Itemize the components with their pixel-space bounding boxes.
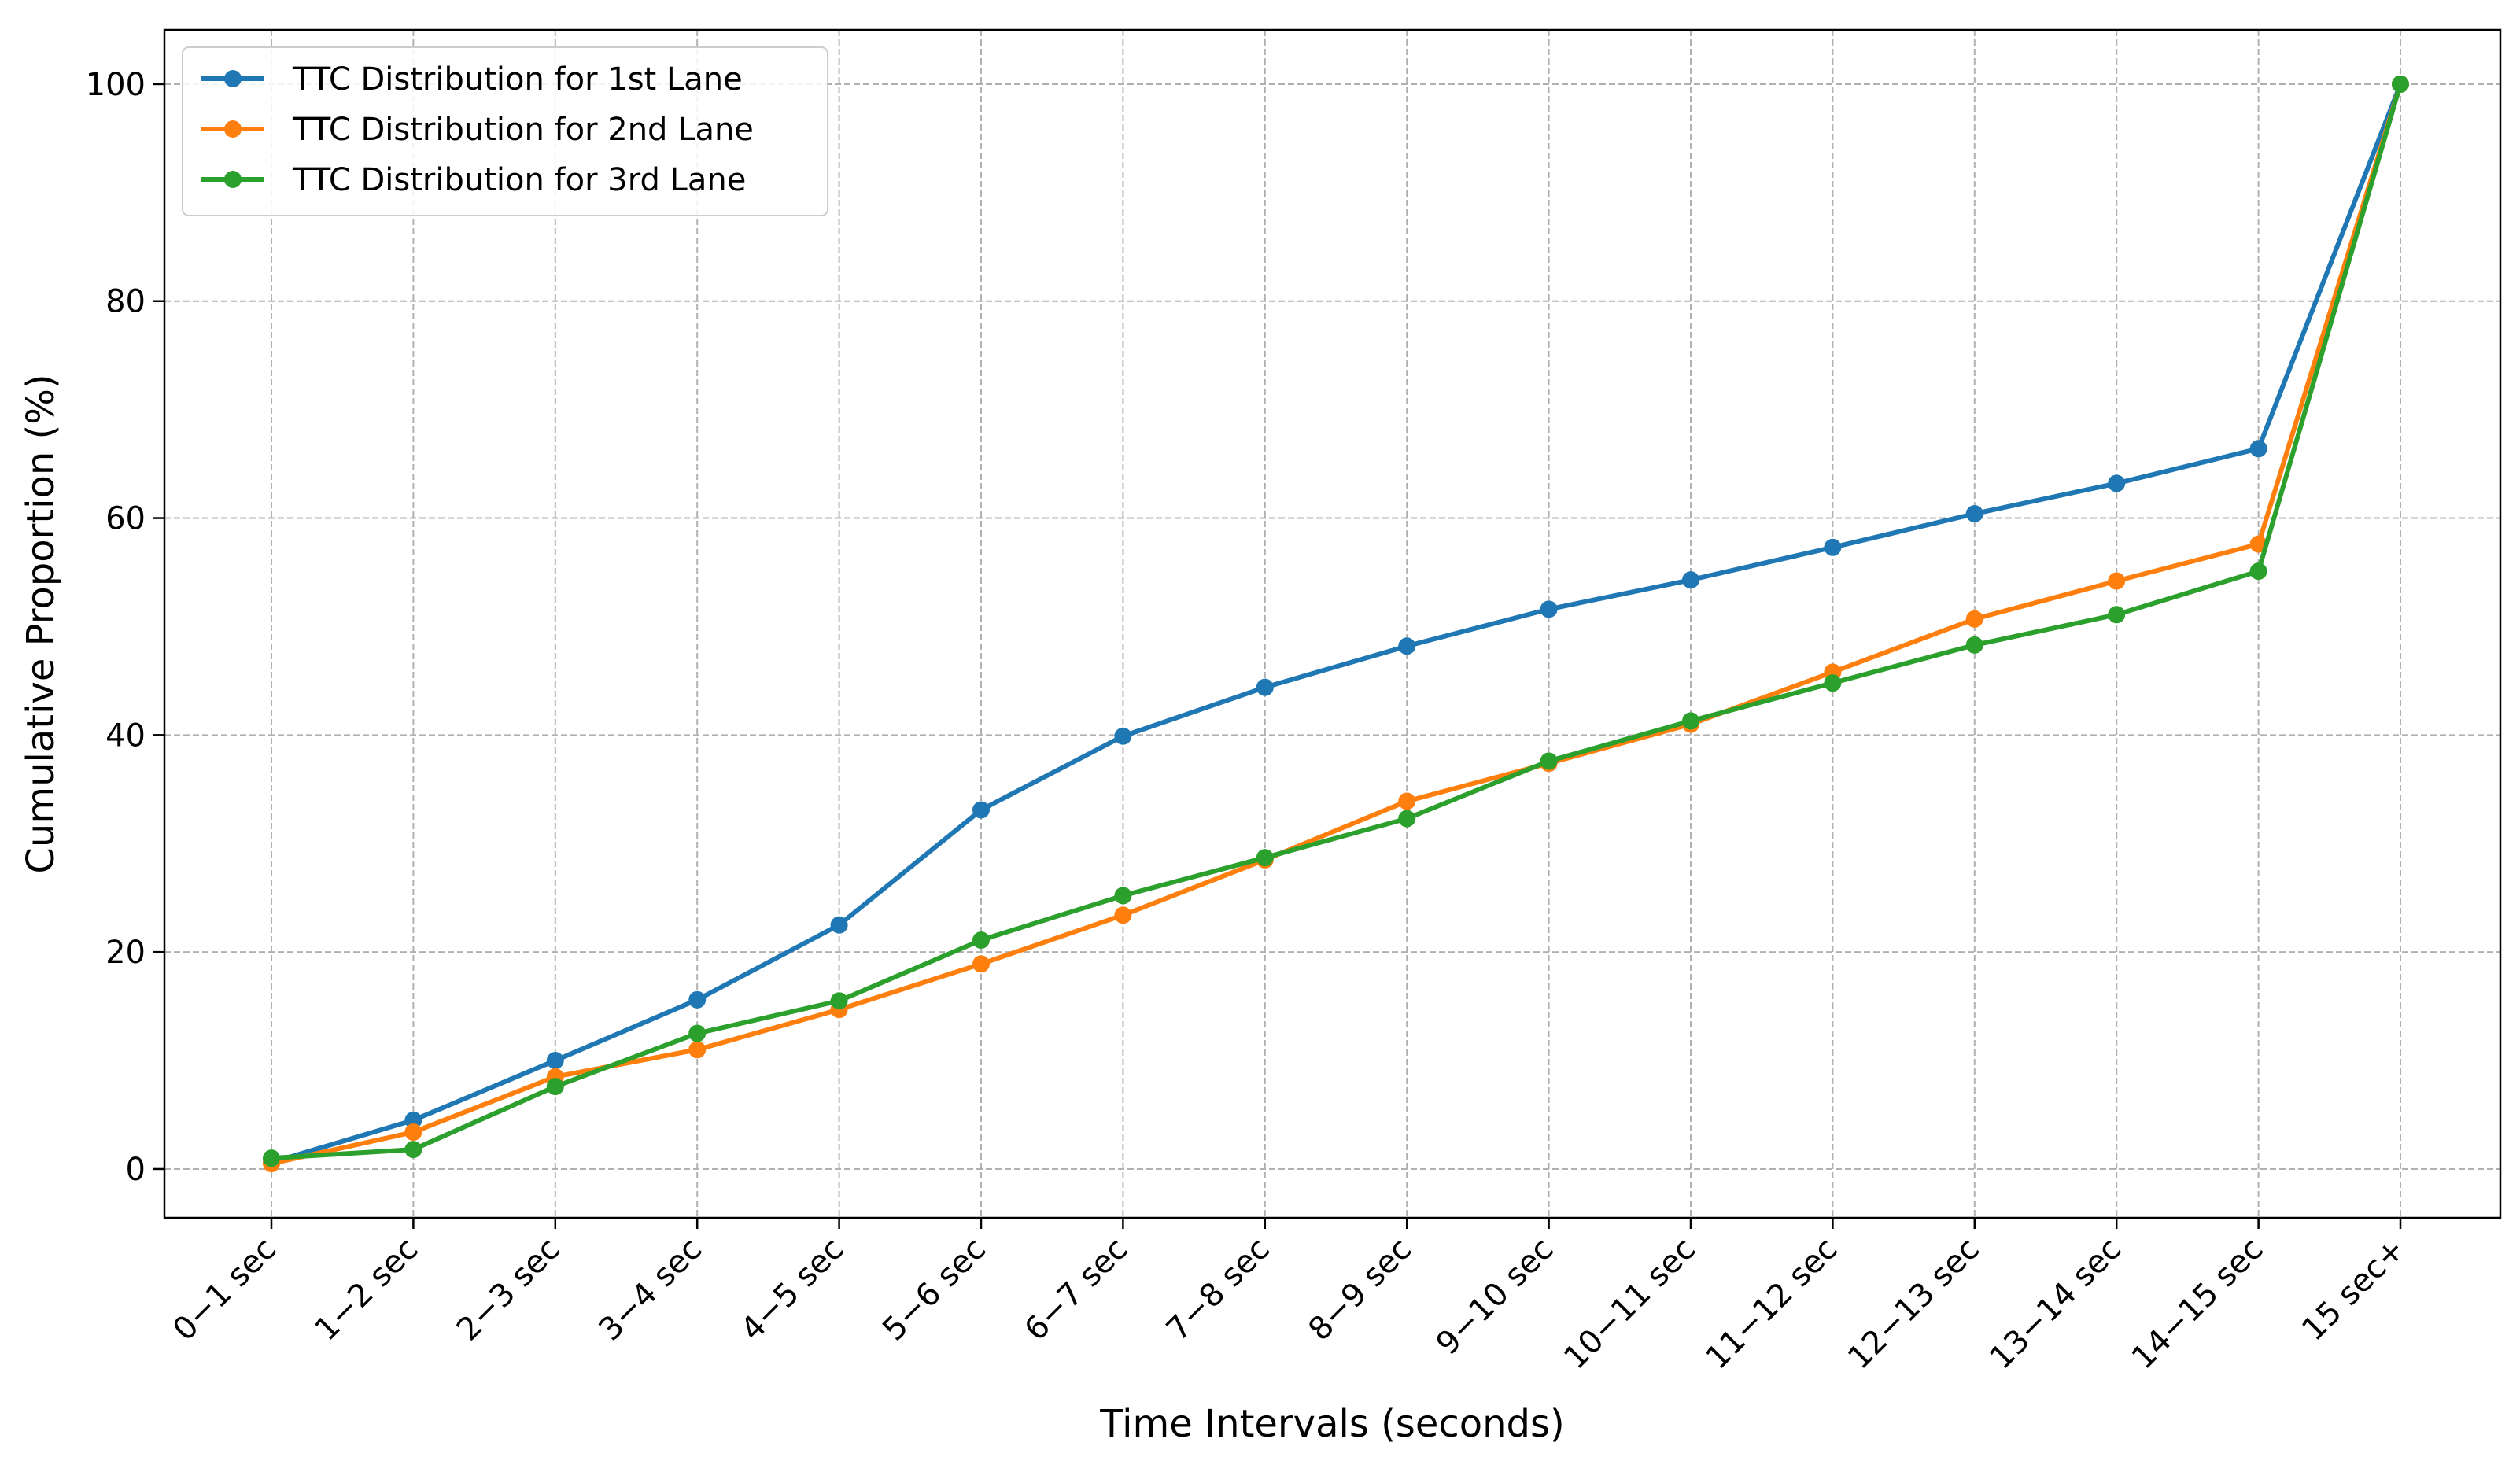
data-point	[830, 992, 848, 1010]
data-point	[1114, 727, 1132, 745]
x-tick-label: 14−15 sec	[2125, 1231, 2271, 1377]
legend-label: TTC Distribution for 3rd Lane	[292, 162, 746, 198]
data-point	[1398, 637, 1416, 655]
data-point	[1114, 887, 1132, 905]
data-point	[972, 801, 990, 819]
x-tick-label: 5−6 sec	[876, 1231, 993, 1348]
y-tick-label: 20	[105, 935, 146, 971]
data-point	[688, 1041, 707, 1059]
legend-item: TTC Distribution for 3rd Lane	[201, 162, 746, 198]
y-axis-label: Cumulative Proportion (%)	[19, 374, 63, 873]
x-tick-label: 1−2 sec	[308, 1231, 426, 1348]
series-line	[271, 83, 2403, 1166]
legend-swatch-marker	[224, 70, 242, 87]
series-layer	[263, 75, 2409, 1173]
x-tick-label: 10−11 sec	[1557, 1231, 1703, 1377]
data-point	[404, 1111, 422, 1129]
legend-item: TTC Distribution for 1st Lane	[201, 61, 743, 98]
series-line	[271, 83, 2403, 1165]
data-point	[1398, 792, 1416, 810]
data-point	[404, 1141, 422, 1159]
series-2	[263, 75, 2409, 1173]
data-point	[1682, 712, 1699, 730]
data-point	[404, 1123, 422, 1142]
x-tick-label: 2−3 sec	[450, 1231, 567, 1348]
data-point	[546, 1052, 564, 1070]
y-tick-label: 80	[105, 284, 146, 320]
y-tick-label: 60	[105, 501, 146, 537]
data-point	[1965, 610, 1983, 628]
data-point	[2392, 75, 2409, 93]
legend-box	[182, 46, 828, 216]
data-point	[830, 916, 848, 934]
x-axis-label: Time Intervals (seconds)	[1099, 1402, 1564, 1446]
data-point	[2108, 474, 2126, 492]
data-point	[1540, 752, 1558, 770]
legend-swatch-marker	[224, 120, 242, 138]
x-tick-label: 0−1 sec	[166, 1231, 283, 1348]
data-point	[1114, 906, 1132, 924]
legend-item: TTC Distribution for 2nd Lane	[201, 112, 754, 148]
data-point	[1824, 538, 1842, 556]
data-point	[1540, 600, 1558, 618]
x-tick-label: 9−10 sec	[1430, 1231, 1561, 1363]
x-tick-label: 7−8 sec	[1160, 1231, 1277, 1348]
x-tick-label: 3−4 sec	[592, 1231, 709, 1348]
data-point	[546, 1078, 564, 1096]
x-tick-label: 6−7 sec	[1018, 1231, 1135, 1348]
data-point	[1256, 849, 1274, 867]
legend-label: TTC Distribution for 1st Lane	[292, 61, 743, 98]
x-tick-label: 13−14 sec	[1983, 1231, 2128, 1377]
data-point	[1824, 674, 1842, 692]
data-point	[688, 1024, 707, 1042]
data-point	[972, 931, 990, 949]
legend-label: TTC Distribution for 2nd Lane	[292, 112, 754, 148]
data-point	[972, 955, 990, 973]
data-point	[1398, 810, 1416, 828]
y-tick-label: 40	[105, 717, 146, 754]
data-point	[688, 990, 707, 1009]
plot-frame	[163, 28, 2502, 1219]
legend-swatch-marker	[224, 171, 242, 188]
series-3	[263, 75, 2409, 1167]
ticks: 0−1 sec 1−2 sec 2−3 sec 3−4 sec 4−5 sec 5−6 s…	[86, 67, 2412, 1376]
x-tick-label: 4−5 sec	[734, 1231, 851, 1348]
data-point	[1256, 678, 1274, 696]
data-point	[2108, 572, 2126, 590]
data-point	[2249, 562, 2267, 581]
data-point	[1965, 636, 1983, 654]
y-tick-label: 100	[86, 67, 146, 103]
x-tick-label: 12−13 sec	[1841, 1231, 1987, 1377]
data-point	[1965, 505, 1983, 523]
x-tick-label: 11−12 sec	[1699, 1231, 1845, 1377]
data-point	[1682, 571, 1699, 589]
series-line	[271, 83, 2403, 1161]
y-tick-label: 0	[126, 1152, 146, 1188]
data-point	[263, 1149, 280, 1167]
x-tick-label: 15 sec+	[2295, 1231, 2412, 1348]
data-point	[2249, 440, 2267, 458]
data-point	[2108, 606, 2126, 624]
legend: TTC Distribution for 1st Lane TTC Distrib…	[182, 46, 828, 216]
x-tick-label: 8−9 sec	[1301, 1231, 1419, 1348]
